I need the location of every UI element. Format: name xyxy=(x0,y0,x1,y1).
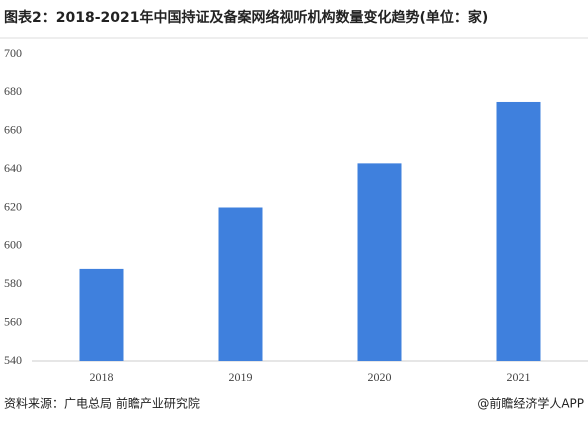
bar xyxy=(218,207,263,361)
x-tick-label: 2020 xyxy=(368,370,392,384)
y-tick-label: 620 xyxy=(4,199,22,213)
credit: @前瞻经济学人APP xyxy=(477,396,584,411)
y-tick-label: 680 xyxy=(4,84,22,98)
y-tick-label: 660 xyxy=(4,123,22,137)
source: 资料来源：广电总局 前瞻产业研究院 xyxy=(4,396,200,411)
bar xyxy=(496,101,541,361)
chart-title: 图表2：2018-2021年中国持证及备案网络视听机构数量变化趋势(单位：家) xyxy=(4,9,488,26)
y-tick-label: 540 xyxy=(4,353,22,367)
x-tick-label: 2021 xyxy=(507,370,531,384)
y-tick-label: 560 xyxy=(4,314,22,328)
bar xyxy=(357,163,402,361)
x-tick-label: 2019 xyxy=(229,370,253,384)
y-tick-label: 640 xyxy=(4,161,22,175)
y-tick-label: 700 xyxy=(4,46,22,60)
x-tick-label: 2018 xyxy=(90,370,114,384)
y-tick-label: 600 xyxy=(4,238,22,252)
bar xyxy=(79,268,124,361)
y-tick-label: 580 xyxy=(4,276,22,290)
